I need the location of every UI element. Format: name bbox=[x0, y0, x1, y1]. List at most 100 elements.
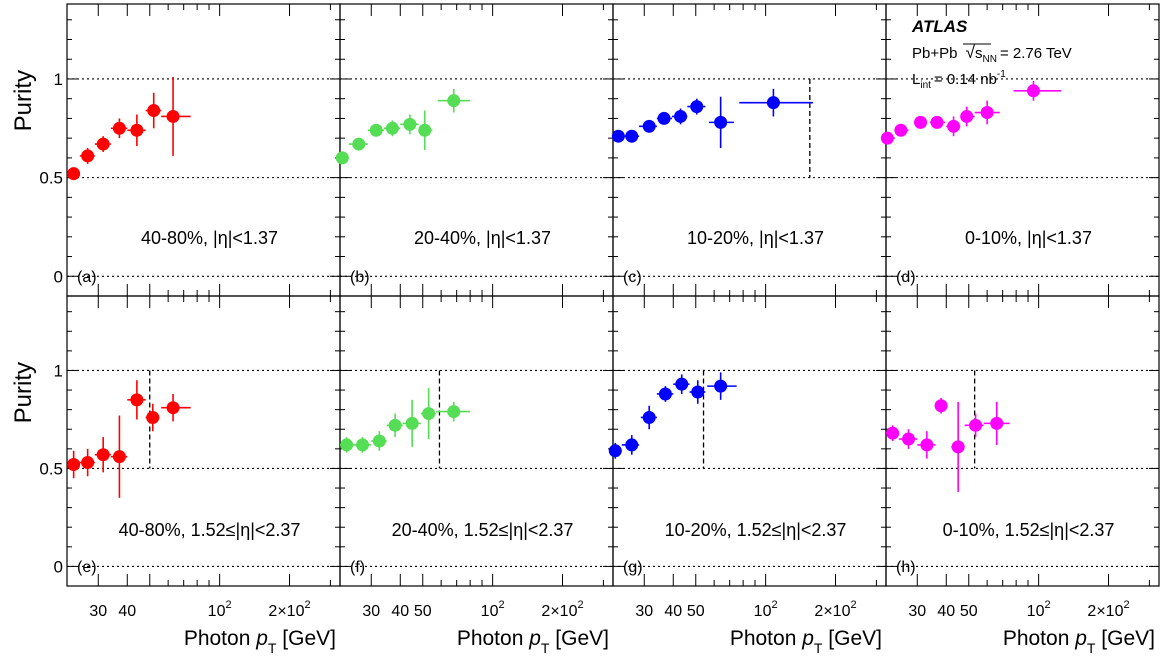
data-point bbox=[960, 106, 975, 127]
panel-tag: (d) bbox=[896, 269, 916, 286]
marker bbox=[447, 405, 461, 419]
marker bbox=[447, 94, 461, 108]
data-point bbox=[623, 129, 640, 143]
data-point bbox=[640, 405, 657, 430]
marker bbox=[951, 440, 965, 454]
x-tick-base: 10 bbox=[754, 603, 772, 620]
panel-frame bbox=[885, 295, 1160, 587]
data-point bbox=[656, 111, 673, 125]
panel-label: 40-80%, |η|<1.37 bbox=[141, 228, 278, 248]
x-axis-title: Photon pT [GeV] bbox=[730, 627, 882, 656]
sqrt-sign: √ bbox=[966, 43, 976, 62]
lumi-subscript: int bbox=[920, 80, 931, 91]
panel-b: 20-40%, |η|<1.37 (b) bbox=[335, 3, 614, 297]
marker bbox=[147, 104, 161, 118]
panel-label: 40-80%, 1.52≤|η|<2.37 bbox=[119, 520, 301, 540]
marker bbox=[625, 438, 639, 452]
x-tick-exponent: 2 bbox=[304, 599, 310, 611]
x-tick-label: 50 bbox=[687, 603, 705, 620]
y-tick-label: 1 bbox=[54, 361, 63, 380]
x-axis-title-prefix: Photon bbox=[730, 627, 802, 650]
marker bbox=[714, 115, 728, 129]
marker bbox=[1026, 84, 1040, 98]
x-tick-label: 102 bbox=[754, 599, 778, 620]
marker bbox=[352, 137, 366, 151]
marker bbox=[372, 434, 386, 448]
data-point bbox=[608, 442, 622, 459]
marker bbox=[81, 456, 95, 470]
panel-tag: (h) bbox=[896, 559, 916, 576]
marker bbox=[608, 444, 622, 458]
x-tick-base: 10 bbox=[208, 603, 226, 620]
marker bbox=[96, 137, 110, 151]
data-point bbox=[161, 393, 191, 422]
panel-label: 0-10%, 1.52≤|η|<2.37 bbox=[943, 520, 1115, 540]
panel-a: 0 0.5 1 40-80%, |η|<1.37 (a) bbox=[39, 3, 341, 297]
marker bbox=[658, 387, 672, 401]
x-axis-title-variable: p bbox=[528, 627, 541, 650]
marker bbox=[990, 416, 1004, 430]
data-point bbox=[983, 401, 1010, 445]
x-axis-title-prefix: Photon bbox=[184, 627, 256, 650]
panel-tag: (e) bbox=[77, 559, 97, 576]
data-point bbox=[418, 110, 433, 150]
collision-system: Pb+Pb bbox=[912, 45, 957, 62]
data-point bbox=[894, 123, 909, 137]
x-tick-base: 2×10 bbox=[814, 603, 850, 620]
marker bbox=[674, 109, 688, 123]
data-point bbox=[352, 437, 372, 453]
data-point bbox=[161, 77, 191, 156]
y-tick-label: 0.5 bbox=[39, 169, 63, 188]
data-point bbox=[689, 380, 706, 404]
data-point bbox=[67, 450, 81, 479]
x-tick-exponent: 2 bbox=[1044, 599, 1050, 611]
x-tick-base: 10 bbox=[1027, 603, 1045, 620]
x-tick-label: 2×102 bbox=[814, 599, 856, 620]
data-point bbox=[934, 397, 948, 414]
y-tick-label: 0.5 bbox=[39, 459, 63, 478]
marker bbox=[691, 385, 705, 399]
energy-label: Pb+Pb √sNN = 2.76 TeV bbox=[912, 43, 1072, 65]
data-point bbox=[672, 108, 688, 125]
experiment-name: ATLAS bbox=[911, 17, 968, 36]
x-tick-exponent: 2 bbox=[850, 599, 856, 611]
data-point bbox=[127, 114, 146, 147]
data-point bbox=[420, 388, 436, 440]
energy-subscript: NN bbox=[982, 54, 996, 65]
x-tick-exponent: 2 bbox=[771, 599, 777, 611]
data-point bbox=[110, 118, 128, 139]
marker bbox=[766, 96, 780, 110]
marker bbox=[130, 123, 144, 137]
panel-frame bbox=[66, 3, 341, 297]
data-point bbox=[94, 136, 111, 152]
marker bbox=[914, 115, 928, 129]
data-point bbox=[898, 429, 918, 449]
data-point bbox=[687, 98, 706, 115]
x-axis-title-unit: [GeV] bbox=[549, 627, 609, 650]
marker bbox=[403, 117, 417, 131]
marker bbox=[96, 448, 110, 462]
panel-label: 20-40%, 1.52≤|η|<2.37 bbox=[392, 520, 574, 540]
x-axis-title-subscript: T bbox=[268, 640, 277, 656]
data-point bbox=[435, 401, 471, 422]
data-point bbox=[707, 372, 737, 400]
lumi-label: Lint = 0.14 nb-1 bbox=[912, 69, 1006, 91]
x-tick-label: 102 bbox=[1027, 599, 1051, 620]
data-point bbox=[110, 415, 128, 498]
panel-label: 10-20%, |η|<1.37 bbox=[687, 228, 824, 248]
data-point bbox=[639, 119, 657, 133]
y-axis-title-top: Purity bbox=[10, 70, 37, 131]
data-point bbox=[127, 380, 146, 420]
panel-tag: (c) bbox=[623, 269, 642, 286]
x-tick-base: 2×10 bbox=[268, 603, 304, 620]
y-tick-label: 0 bbox=[54, 557, 63, 576]
marker bbox=[901, 432, 915, 446]
marker bbox=[960, 109, 974, 123]
data-point bbox=[946, 116, 961, 137]
data-point bbox=[880, 131, 895, 145]
x-axis-title-prefix: Photon bbox=[1003, 627, 1075, 650]
x-tick-label: 102 bbox=[208, 599, 232, 620]
